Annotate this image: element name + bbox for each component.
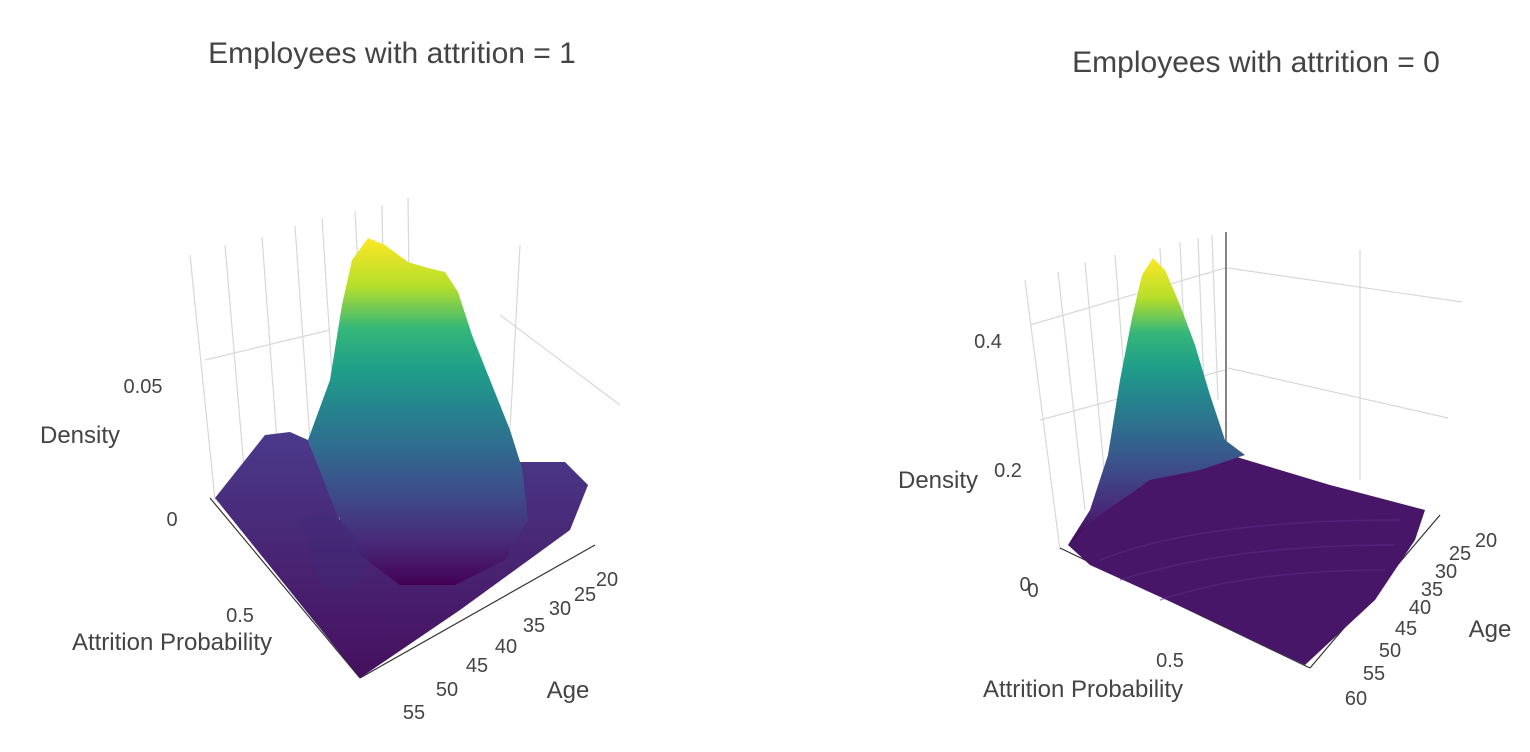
chart-2-y-tick: 60 [1345, 688, 1367, 710]
chart-1-y-tick: 25 [574, 584, 596, 606]
chart-1-x-tick: 0.5 [226, 605, 254, 627]
chart-1-z-tick: 0 [166, 509, 177, 531]
chart-2-surface [1068, 258, 1425, 665]
chart-1-y-tick: 50 [436, 679, 458, 701]
chart-2-x-tick: 0 [1027, 580, 1038, 602]
chart-1-y-tick: 40 [495, 636, 517, 658]
chart-1-y-tick: 20 [596, 569, 618, 591]
chart-2-y-tick: 30 [1435, 561, 1457, 583]
chart-2: Employees with attrition = 0 0 0. [898, 46, 1511, 710]
chart-2-y-tick: 25 [1449, 543, 1471, 565]
chart-1-y-tick: 35 [523, 615, 545, 637]
chart-1-surface-peak [308, 238, 528, 585]
chart-2-surface-floor [1068, 445, 1425, 665]
chart-2-z-ticks: 0 0.2 0.4 [974, 331, 1030, 596]
chart-1-z-tick: 0.05 [124, 376, 163, 398]
chart-1-y-tick: 45 [466, 655, 488, 677]
chart-2-gridlines [1024, 234, 1463, 551]
chart-2-y-tick: 50 [1379, 640, 1401, 662]
chart-1-y-axis-line [359, 544, 596, 679]
chart-1-y-tick: 30 [549, 598, 571, 620]
chart-2-x-ticks: 0 0.5 [1027, 580, 1183, 672]
chart-2-y-tick: 45 [1395, 618, 1417, 640]
chart-2-surface-peak [1068, 258, 1245, 545]
chart-1-z-ticks: 0 0.05 [124, 376, 178, 531]
chart-1-y-axis-title: Age [547, 677, 590, 704]
chart-1-surface [215, 238, 588, 678]
chart-2-y-tick: 20 [1475, 530, 1497, 552]
chart-2-y-tick: 55 [1363, 663, 1385, 685]
chart-2-y-axis-title: Age [1469, 616, 1512, 643]
chart-1-x-axis-title: Attrition Probability [72, 629, 272, 656]
chart-2-y-ticks: 20 25 30 35 40 45 50 55 60 [1345, 530, 1497, 710]
chart-1-title: Employees with attrition = 1 [208, 37, 576, 70]
chart-2-x-tick: 0.5 [1156, 650, 1184, 672]
chart-2-z-axis-title: Density [898, 467, 978, 494]
chart-2-x-axis-title: Attrition Probability [983, 676, 1183, 703]
chart-1-x-axis-line [209, 497, 361, 679]
chart-1-y-tick: 55 [403, 702, 425, 724]
chart-2-z-tick: 0.4 [974, 331, 1002, 353]
chart-1: Employees with attrition = 1 0 0.05 Dens… [40, 37, 621, 724]
chart-2-z-tick: 0.2 [994, 460, 1022, 482]
chart-1-y-ticks: 20 25 30 35 40 45 50 55 [403, 569, 618, 724]
chart-1-z-axis-title: Density [40, 422, 120, 449]
chart-2-z-tick: 0 [1019, 574, 1030, 596]
chart-2-y-tick: 35 [1421, 579, 1443, 601]
chart-1-surface-fold [300, 515, 370, 590]
chart-2-y-tick: 40 [1409, 597, 1431, 619]
chart-2-title: Employees with attrition = 0 [1072, 46, 1440, 79]
chart-2-surface-ridge [1099, 519, 1401, 601]
